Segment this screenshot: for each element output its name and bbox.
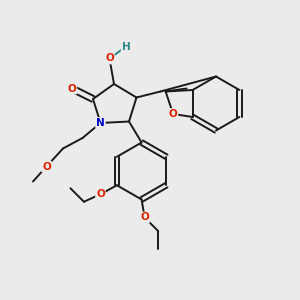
Text: H: H: [122, 41, 130, 52]
Text: O: O: [68, 83, 76, 94]
Text: O: O: [140, 212, 149, 223]
Text: N: N: [96, 118, 105, 128]
Text: O: O: [105, 53, 114, 64]
Text: O: O: [42, 161, 51, 172]
Text: O: O: [169, 109, 178, 119]
Text: O: O: [96, 189, 105, 199]
